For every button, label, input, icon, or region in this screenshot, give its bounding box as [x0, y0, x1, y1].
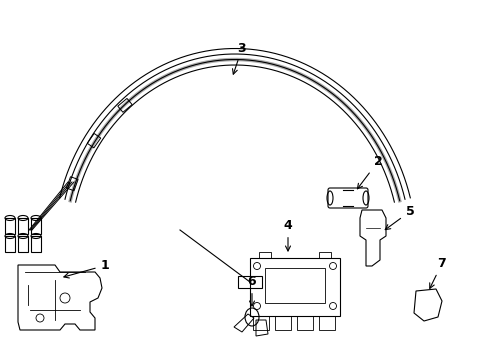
Bar — [296, 316, 312, 330]
Bar — [18, 218, 28, 234]
Bar — [259, 252, 270, 258]
Bar — [252, 316, 268, 330]
Bar — [264, 268, 325, 303]
Bar — [274, 316, 290, 330]
Bar — [118, 98, 132, 112]
Bar — [249, 258, 339, 316]
Bar — [5, 236, 15, 252]
Text: 4: 4 — [283, 219, 292, 251]
Bar — [31, 236, 41, 252]
Text: 3: 3 — [232, 42, 246, 74]
Text: 6: 6 — [247, 275, 256, 306]
Bar — [318, 316, 334, 330]
Bar — [5, 218, 15, 234]
Bar — [87, 134, 101, 148]
Bar — [66, 177, 78, 191]
Bar — [318, 252, 330, 258]
Bar — [238, 276, 262, 288]
Text: 2: 2 — [357, 155, 382, 189]
Text: 7: 7 — [429, 257, 446, 288]
Bar — [18, 236, 28, 252]
Text: 1: 1 — [64, 259, 109, 278]
Bar — [31, 218, 41, 234]
Text: 5: 5 — [385, 205, 413, 230]
